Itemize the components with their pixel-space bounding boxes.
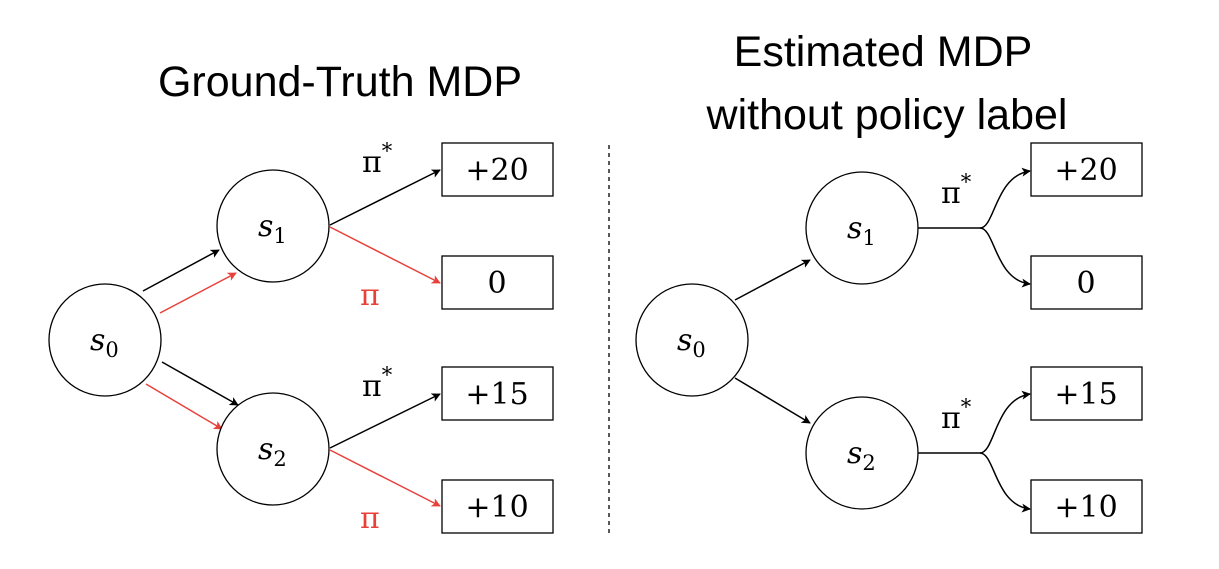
right-panel-title-line-2: without policy label — [706, 91, 1068, 139]
reward-value: +20 — [465, 153, 528, 188]
state-node-s2: s2 — [805, 396, 919, 510]
reward-value: +10 — [1054, 490, 1117, 525]
reward-box-zero: 0 — [1030, 255, 1143, 310]
edge-s2-plus10 — [979, 452, 1031, 513]
state-label-s1: s1 — [847, 211, 876, 250]
reward-value: +20 — [1054, 153, 1117, 188]
edge-s1-plus20 — [918, 167, 1031, 229]
reward-box-plus15: +15 — [1030, 366, 1143, 421]
policy-label-pi-s1: π — [360, 278, 380, 313]
policy-label-pi-star-s2: π* — [941, 395, 972, 436]
reward-box-zero: 0 — [441, 255, 554, 310]
edge-s0-s2-behavior — [145, 383, 223, 430]
policy-label-pi-star-s2: π* — [362, 363, 393, 404]
reward-value: +10 — [465, 490, 528, 525]
edge-s2-plus10-behavior — [329, 449, 441, 507]
reward-value: 0 — [1076, 266, 1095, 301]
state-label-s0: s0 — [677, 323, 706, 362]
state-label-s0: s0 — [90, 323, 119, 362]
edge-s2-plus15 — [918, 390, 1031, 454]
reward-box-plus20: +20 — [1030, 142, 1143, 197]
state-node-s2: s2 — [216, 392, 330, 506]
reward-box-plus10: +10 — [441, 479, 554, 534]
edge-s1-zero — [979, 227, 1031, 288]
state-label-s2: s2 — [847, 436, 876, 475]
reward-value: 0 — [487, 266, 506, 301]
edge-s0-s1-optimal — [142, 249, 220, 292]
reward-value: +15 — [1054, 377, 1117, 412]
edge-s0-s1-behavior — [159, 272, 237, 314]
policy-label-pi-star-s1: π* — [362, 139, 393, 180]
state-node-s0: s0 — [635, 283, 749, 397]
edge-s2-plus15-optimal — [329, 393, 441, 449]
edge-s0-s2 — [734, 377, 811, 424]
state-label-s1: s1 — [258, 209, 287, 248]
policy-label-pi-star-s1: π* — [941, 170, 972, 211]
state-node-s1: s1 — [216, 169, 330, 283]
state-label-s2: s2 — [258, 432, 287, 471]
estimated-mdp-panel: Estimated MDP without policy label π* π*… — [635, 28, 1143, 534]
edge-s0-s1 — [734, 259, 811, 301]
edge-s1-plus20-optimal — [329, 169, 441, 226]
right-panel-title-line-1: Estimated MDP — [734, 28, 1033, 76]
state-node-s1: s1 — [805, 171, 919, 285]
reward-box-plus15: +15 — [441, 366, 554, 421]
edge-s0-s2-optimal — [161, 361, 239, 406]
left-panel-title: Ground-Truth MDP — [158, 58, 522, 106]
ground-truth-mdp-panel: Ground-Truth MDP π* π π* π s0 — [48, 58, 554, 536]
reward-box-plus10: +10 — [1030, 479, 1143, 534]
edge-s1-zero-behavior — [329, 226, 441, 284]
policy-label-pi-s2: π — [360, 501, 380, 536]
state-node-s0: s0 — [48, 283, 162, 397]
reward-value: +15 — [465, 377, 528, 412]
reward-box-plus20: +20 — [441, 142, 554, 197]
